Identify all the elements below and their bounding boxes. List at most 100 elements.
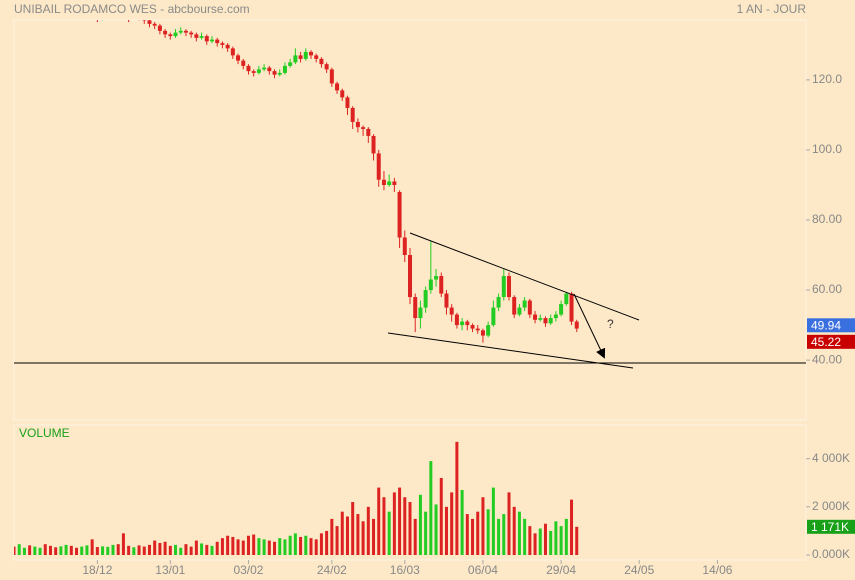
candle-body [475, 328, 480, 331]
y-tick-label: 80.00 [812, 212, 842, 226]
volume-bar [439, 477, 443, 555]
candle-body [548, 318, 553, 324]
candle-body [335, 83, 340, 91]
candle-body [449, 307, 454, 315]
volume-bar [33, 546, 37, 555]
volume-bar [28, 545, 32, 555]
volume-bar [471, 518, 475, 555]
volume-bar [69, 545, 73, 555]
candle-body [392, 181, 397, 185]
candle-body [246, 65, 251, 72]
volume-title: VOLUME [19, 426, 70, 440]
chart-title: UNIBAIL RODAMCO WES - abcbourse.com [14, 2, 250, 16]
x-tick-label: 24/02 [317, 563, 347, 577]
volume-bar [200, 543, 204, 555]
volume-bar [262, 539, 266, 555]
volume-bar [116, 544, 120, 555]
candle-body [517, 307, 522, 315]
volume-bar [14, 546, 16, 555]
volume-bar [43, 544, 47, 555]
volume-bar [132, 547, 136, 555]
candle-body [293, 55, 298, 63]
candle-body [262, 67, 267, 70]
volume-bar [59, 546, 63, 555]
volume-bar [54, 547, 58, 555]
candle-body [324, 64, 329, 70]
candle-body [564, 293, 569, 305]
candle-body [350, 107, 355, 122]
candle-body [543, 318, 548, 324]
candle-body [194, 34, 199, 38]
candle-body [501, 276, 506, 298]
volume-bar [174, 544, 178, 555]
candle-body [366, 128, 371, 136]
volume-bar [64, 544, 68, 555]
volume-bar [252, 534, 256, 555]
x-tick-label: 03/02 [233, 563, 263, 577]
candle-body [533, 314, 538, 320]
volume-bar [335, 526, 339, 555]
candle-body [444, 293, 449, 308]
volume-bar [80, 546, 84, 555]
volume-bar [121, 533, 125, 555]
candle-body [439, 276, 444, 294]
volume-bar [523, 518, 527, 555]
volume-bar [481, 497, 485, 555]
volume-bar [345, 516, 349, 555]
volume-bar [226, 535, 230, 555]
volume-bar [189, 546, 193, 555]
x-tick-label: 24/05 [624, 563, 654, 577]
candle-body [178, 30, 183, 33]
candle-body [465, 321, 470, 326]
volume-bar [17, 544, 21, 555]
volume-bar [215, 541, 219, 555]
candle-body [418, 307, 423, 319]
candle-body [381, 179, 386, 185]
candle-body [376, 153, 381, 180]
price-label: 45.22 [811, 335, 841, 349]
volume-bar [549, 530, 553, 555]
volume-bar [554, 521, 558, 555]
candle-body [522, 300, 527, 308]
volume-bar [325, 530, 329, 555]
candle-body [397, 191, 402, 238]
candle-body [309, 51, 313, 56]
trend-line-lower [387, 332, 634, 369]
volume-bar [309, 538, 313, 555]
volume-bar [455, 441, 459, 555]
candle-body [340, 90, 345, 98]
candle-body [282, 65, 287, 73]
volume-bar [205, 544, 209, 555]
price-label: 49.94 [811, 318, 841, 332]
volume-bar [106, 546, 110, 555]
candle-body [371, 135, 376, 154]
volume-bar [319, 533, 323, 555]
volume-bar [142, 546, 146, 555]
volume-bar [153, 540, 157, 555]
candle-body [277, 72, 282, 75]
y-tick-label: 40.00 [812, 352, 842, 366]
volume-bar [444, 506, 448, 555]
volume-bar [491, 487, 495, 555]
volume-bar [486, 509, 490, 555]
candle-body [527, 300, 532, 315]
candle-body [314, 55, 319, 59]
candle-body [272, 71, 277, 75]
x-tick-label: 06/04 [468, 563, 498, 577]
y-tick-label: 0.000K [812, 547, 850, 561]
volume-bar [273, 541, 277, 555]
volume-bar [361, 521, 365, 555]
volume-bar [512, 506, 516, 555]
x-tick-label: 14/06 [702, 563, 732, 577]
x-tick-label: 13/01 [155, 563, 185, 577]
candle-body [413, 297, 418, 319]
candle-body [460, 321, 465, 326]
x-tick-label: 29/04 [546, 563, 576, 577]
candle-body [454, 314, 459, 326]
candle-body [220, 43, 225, 45]
annotation: ? [607, 317, 614, 331]
volume-bar [299, 536, 303, 555]
volume-bar [497, 518, 501, 555]
volume-bar [158, 542, 162, 555]
